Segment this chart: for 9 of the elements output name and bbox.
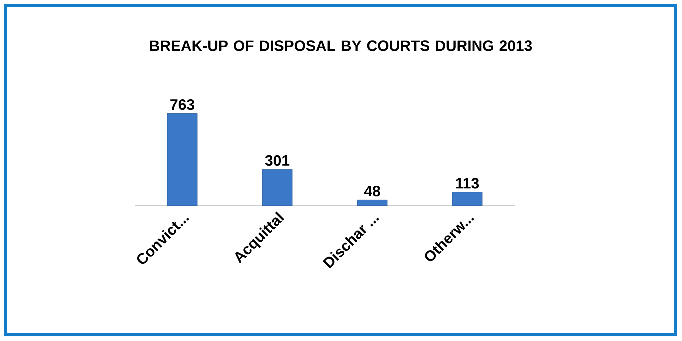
bar [167,113,198,206]
bar [357,200,388,206]
data-label: 113 [456,178,480,189]
data-label: 763 [170,100,194,110]
data-label: 48 [364,186,380,197]
data-label: 301 [265,155,290,166]
chart-title: BREAK-UP OF DISPOSAL BY COURTS DURING 2013 [150,40,532,52]
bar [262,169,293,206]
bar [452,192,483,206]
